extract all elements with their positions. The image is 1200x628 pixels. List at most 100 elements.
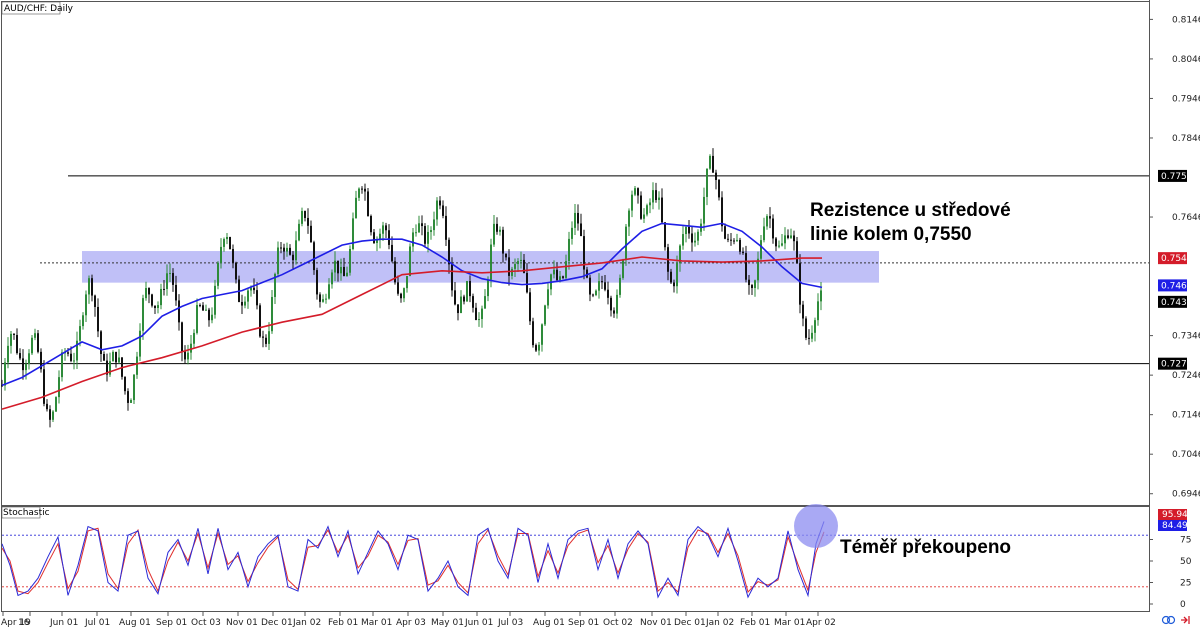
candle-body [538,344,540,351]
candle-body [709,155,711,169]
candle-body [529,292,531,322]
candle-body [418,223,420,233]
time-tick-label: Jun 01 [464,618,493,628]
candle-body [397,282,399,294]
candle-body [232,249,234,263]
candle-body [484,296,486,309]
candle-body [679,245,681,264]
candle-body [28,353,30,365]
candle-body [40,351,42,370]
candle-body [457,304,459,314]
candle-body [364,188,366,192]
candle-body [400,293,402,299]
candle-body [745,253,747,280]
candle-body [109,361,111,375]
price-axis: 0.8146 0.8046 0.7946 0.7846 0.7646 0.7346 0.72… [1149,15,1200,500]
candle-body [46,403,48,410]
candle-body [547,289,549,306]
candle-body [808,337,810,339]
candle-body [325,298,327,300]
candle-body [88,278,90,295]
candle-body [286,247,288,252]
chart-settings-icon[interactable] [1161,615,1176,625]
candle-body [466,281,468,302]
candle-body [130,400,132,403]
candle-body [346,272,348,277]
candle-body [385,225,387,231]
candle-body [4,362,6,386]
candle-body [103,354,105,361]
candle-body [589,277,591,295]
candle-body [784,235,786,244]
candle-body [217,262,219,286]
candle-body [520,259,522,262]
candle-body [31,337,33,354]
candle-body [622,260,624,278]
candle-body [361,188,363,190]
candle-body [277,247,279,274]
candle-body [214,285,216,315]
candle-body [184,351,186,360]
stoch-value-tag [1158,509,1187,520]
time-tick-label: Apr 03 [396,618,426,628]
candle-body [544,305,546,325]
candle-body [97,306,99,332]
candle-body [349,248,351,273]
candle-body [124,376,126,392]
candle-body [643,214,645,219]
price-tick-label: 0.7646 [1172,213,1200,223]
candle-body [775,238,777,247]
candle-body [148,288,150,295]
candle-body [793,235,795,242]
candle-body [610,297,612,311]
candle-body [742,251,744,254]
candle-body [388,230,390,245]
sma-slow-line [1,256,822,410]
candle-body [79,326,81,341]
candle-body [235,262,237,280]
candle-body [490,244,492,280]
stoch-value-label: 95.94 [1162,510,1188,520]
scroll-to-end-icon[interactable] [1181,616,1190,624]
time-tick-label: Apr 02 [806,618,836,628]
candle-body [73,360,75,362]
candle-body [757,258,759,281]
candle-body [763,226,765,241]
candle-body [562,276,564,278]
candle-body [499,229,501,232]
candle-body [727,238,729,240]
candle-body [154,305,156,309]
candle-body [166,273,168,290]
overbought-circle [794,504,838,548]
price-tick-label: 0.7246 [1172,371,1200,381]
price-tag-label: 0.7542 [1161,254,1193,264]
candle-body [22,358,24,371]
candle-body [604,282,606,290]
candle-body [259,305,261,337]
candle-body [187,352,189,360]
candle-body [472,296,474,308]
candle-body [334,260,336,273]
candle-body [733,240,735,242]
candle-body [403,288,405,299]
candle-body [691,233,693,243]
candle-body [778,245,780,247]
candle-body [625,226,627,261]
candle-body [556,269,558,281]
candle-body [112,351,114,362]
time-tick-label: Mar 01 [774,618,805,628]
stoch-value-tag [1158,520,1187,531]
candle-body [343,266,345,277]
candle-body [319,294,321,302]
candle-body [322,299,324,302]
candle-body [181,322,183,352]
price-tag [1158,279,1187,292]
candle-body [568,238,570,262]
candle-body [304,211,306,218]
candle-body [355,197,357,219]
candle-body [772,218,774,239]
candle-body [49,409,51,420]
price-tick-label: 0.8046 [1172,55,1200,65]
candle-body [646,205,648,215]
